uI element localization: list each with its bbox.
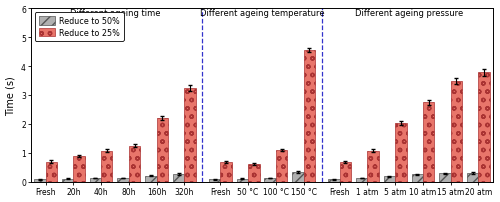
Bar — [173, 174, 184, 182]
Bar — [184, 88, 196, 182]
Bar — [478, 73, 490, 182]
Bar — [340, 162, 351, 182]
Bar — [34, 179, 46, 182]
Bar — [248, 164, 260, 182]
Bar — [74, 156, 85, 182]
Text: Different ageing pressure: Different ageing pressure — [355, 9, 463, 18]
Bar — [90, 178, 101, 182]
Bar — [450, 82, 462, 182]
Bar — [46, 162, 57, 182]
Text: Different ageing time: Different ageing time — [70, 9, 160, 18]
Y-axis label: Time (s): Time (s) — [6, 76, 16, 115]
Bar — [356, 178, 368, 182]
Bar — [395, 124, 406, 182]
Bar — [328, 179, 340, 182]
Bar — [412, 175, 423, 182]
Bar — [368, 151, 379, 182]
Bar — [62, 179, 74, 182]
Bar — [220, 162, 232, 182]
Bar — [209, 179, 220, 182]
Legend: Reduce to 50%, Reduce to 25%: Reduce to 50%, Reduce to 25% — [35, 13, 124, 41]
Bar — [304, 51, 315, 182]
Bar — [129, 146, 140, 182]
Bar — [292, 173, 304, 182]
Bar — [423, 103, 434, 182]
Bar — [145, 176, 156, 182]
Text: Different ageing temperature: Different ageing temperature — [200, 9, 324, 18]
Bar — [384, 176, 395, 182]
Bar — [236, 179, 248, 182]
Bar — [440, 174, 450, 182]
Bar — [264, 178, 276, 182]
Bar — [118, 178, 129, 182]
Bar — [156, 119, 168, 182]
Bar — [101, 151, 112, 182]
Bar — [276, 150, 287, 182]
Bar — [467, 173, 478, 182]
